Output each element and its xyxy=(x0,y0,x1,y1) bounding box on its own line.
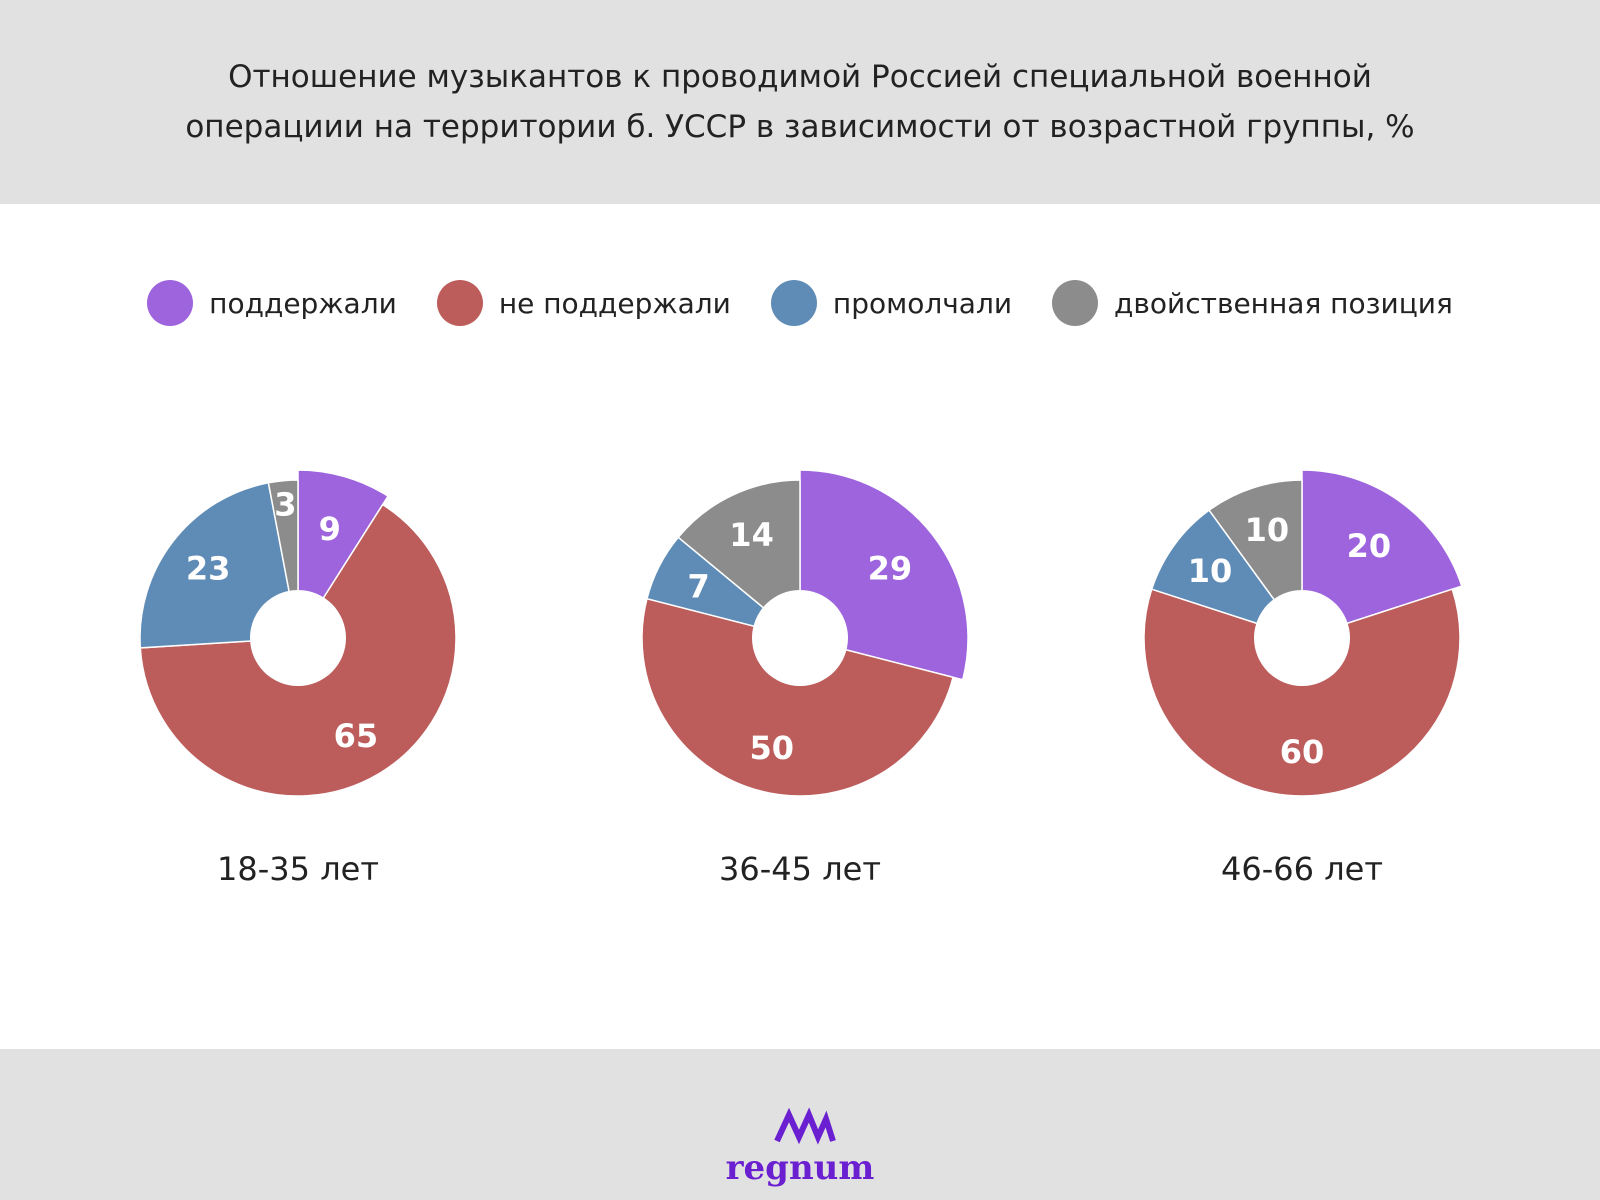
data-label: 7 xyxy=(688,567,710,605)
legend-label: не поддержали xyxy=(498,286,731,320)
legend-swatch xyxy=(1052,280,1099,326)
header: Отношение музыкантов к проводимой Россие… xyxy=(0,0,1600,204)
data-label: 3 xyxy=(274,485,296,523)
data-label: 60 xyxy=(1280,733,1325,771)
logo-text: regnum xyxy=(725,1148,875,1188)
slice-1-1 xyxy=(641,597,954,797)
data-label: 20 xyxy=(1347,527,1392,565)
legend-swatch xyxy=(147,280,194,326)
data-label: 23 xyxy=(186,549,231,587)
age-group-label: 18-35 лет xyxy=(217,850,379,888)
age-group-label: 46-66 лет xyxy=(1221,850,1383,888)
legend-label: промолчали xyxy=(832,286,1013,320)
legend-item-not-supported: не поддержали xyxy=(436,280,731,326)
slice-1-3 xyxy=(677,479,801,640)
data-label: 9 xyxy=(319,510,341,548)
legend-label: двойственная позиция xyxy=(1114,286,1453,320)
data-label: 65 xyxy=(334,717,379,755)
slice-2-0 xyxy=(1301,469,1463,640)
legend-item-silent: промолчали xyxy=(770,280,1013,326)
title-line-1: Отношение музыкантов к проводимой Россие… xyxy=(228,59,1372,95)
title-line-2: операциии на территории б. УССР в зависи… xyxy=(185,109,1415,145)
legend-label: поддержали xyxy=(209,286,397,320)
data-label: 14 xyxy=(729,516,774,554)
regnum-logo-icon xyxy=(774,1107,836,1145)
age-group-label: 36-45 лет xyxy=(719,850,881,888)
legend-item-ambivalent: двойственная позиция xyxy=(1052,280,1453,326)
slice-0-2 xyxy=(139,481,299,649)
data-label: 10 xyxy=(1188,552,1233,590)
donut-hole xyxy=(1254,590,1350,686)
footer xyxy=(0,1049,1600,1200)
legend-swatch xyxy=(770,280,817,326)
donut-hole xyxy=(250,590,346,686)
data-label: 50 xyxy=(749,729,794,767)
legend: поддержали не поддержали промолчали двой… xyxy=(0,280,1600,326)
data-label: 10 xyxy=(1245,511,1290,549)
donut-hole xyxy=(752,590,848,686)
legend-swatch xyxy=(436,280,483,326)
data-label: 29 xyxy=(868,549,913,587)
slice-2-1 xyxy=(1143,588,1461,797)
legend-item-supported: поддержали xyxy=(147,280,397,326)
slice-2-2 xyxy=(1150,509,1304,640)
